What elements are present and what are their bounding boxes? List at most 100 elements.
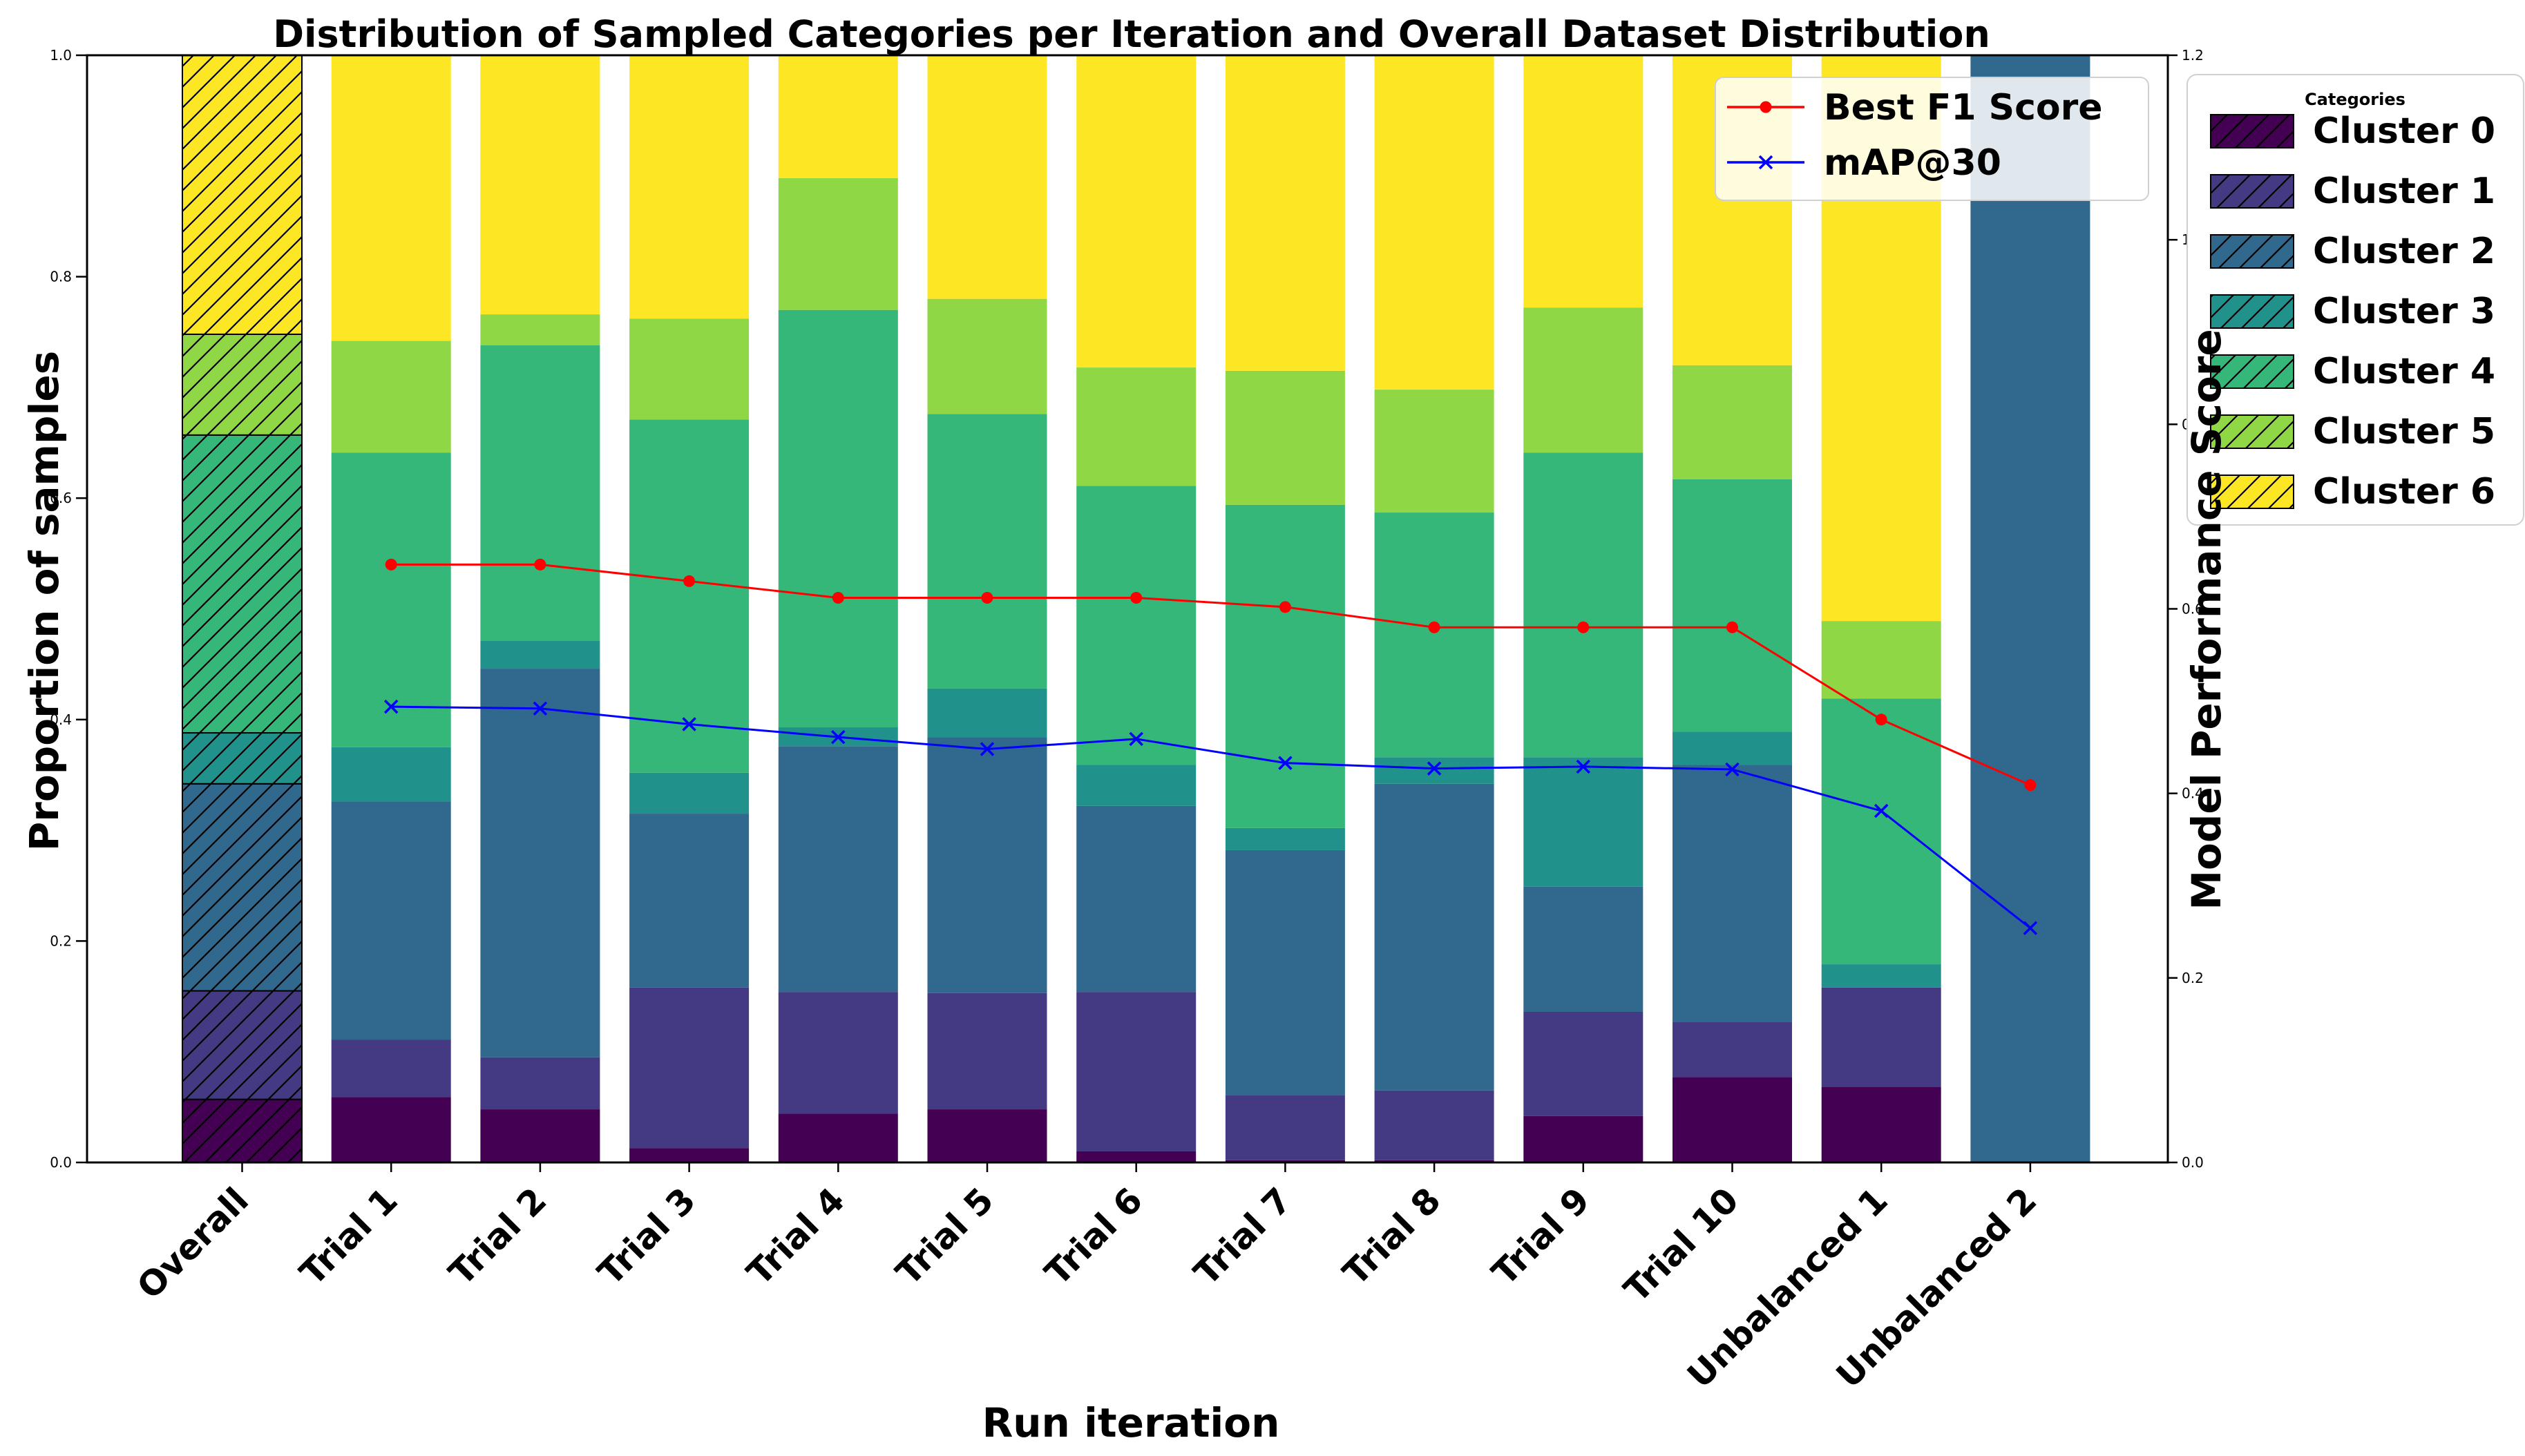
x-marker: [831, 729, 846, 745]
bar-segment-trial-1-cluster-3: [331, 747, 451, 802]
bar-segment-trial-9-cluster-4: [1523, 452, 1643, 758]
left-y-axis-label: Proportion of samples: [21, 350, 68, 852]
bar-segment-unbalanced-1-cluster-1: [1821, 987, 1941, 1087]
x-tick-label-trial-7: Trial 7: [1186, 1180, 1299, 1293]
bar-segment-trial-10-cluster-2: [1673, 765, 1792, 1022]
bar-segment-trial-7-cluster-1: [1225, 1095, 1345, 1160]
bar-overall: [182, 55, 303, 1164]
bar-segment-trial-5-cluster-0: [927, 1109, 1047, 1162]
bar-segment-trial-6-cluster-2: [1076, 805, 1197, 993]
x-marker: [2023, 921, 2038, 935]
circle-marker: [2024, 779, 2037, 792]
legend-swatch-hatch: [2210, 114, 2294, 149]
bar-trial-5: [927, 55, 1047, 1162]
legend-swatch-hatch: [2210, 174, 2294, 209]
bar-segment-trial-4-cluster-0: [778, 1113, 898, 1162]
bar-segment-trial-4-cluster-4: [778, 309, 898, 728]
bar-segment-trial-2-cluster-2: [480, 669, 600, 1057]
hatch-overlay: [182, 732, 303, 785]
bar-segment-trial-3-cluster-1: [629, 987, 750, 1149]
cluster-legend-label-6: Cluster 6: [2313, 471, 2495, 513]
circle-marker: [1875, 713, 1887, 726]
bar-segment-trial-2-cluster-6: [480, 55, 600, 315]
bar-trial-7: [1225, 55, 1345, 1162]
bar-segment-trial-2-cluster-4: [480, 345, 600, 641]
bar-segment-trial-3-cluster-5: [629, 318, 750, 420]
x-marker: [1874, 803, 1889, 818]
hatch-overlay: [182, 1098, 303, 1164]
left-axis-tick-label: 0.6: [50, 490, 72, 506]
x-marker: [980, 742, 995, 756]
x-marker: [682, 717, 696, 731]
bar-segment-trial-3-cluster-4: [629, 419, 750, 773]
bar-segment-trial-5-cluster-4: [927, 414, 1047, 689]
circle-marker: [832, 591, 844, 604]
hatch-overlay: [182, 783, 303, 992]
bar-segment-trial-3-cluster-0: [629, 1148, 750, 1162]
bar-segment-trial-6-cluster-3: [1076, 765, 1197, 806]
x-marker: [533, 701, 548, 716]
bar-segment-trial-6-cluster-6: [1076, 55, 1197, 368]
cluster-legend-label-5: Cluster 5: [2313, 411, 2495, 452]
bar-segment-trial-4-cluster-5: [778, 178, 898, 310]
x-tick-label-trial-10: Trial 10: [1617, 1180, 1746, 1310]
bar-segment-trial-1-cluster-5: [331, 341, 451, 453]
bar-trial-9: [1523, 55, 1643, 1162]
bar-segment-trial-3-cluster-3: [629, 772, 750, 814]
left-axis-tick-label: 0.0: [50, 1154, 72, 1171]
bar-segment-trial-8-cluster-0: [1374, 1160, 1494, 1162]
bar-segment-trial-4-cluster-6: [778, 55, 898, 178]
bar-segment-trial-9-cluster-0: [1523, 1115, 1643, 1162]
right-axis-tick-label: 0.0: [2182, 1154, 2204, 1171]
x-marker: [1576, 759, 1591, 774]
bar-segment-trial-5-cluster-6: [927, 55, 1047, 299]
x-tick-label-trial-2: Trial 2: [441, 1180, 555, 1293]
circle-marker: [534, 558, 546, 571]
bar-segment-trial-6-cluster-5: [1076, 367, 1197, 486]
bar-segment-trial-1-cluster-2: [331, 801, 451, 1040]
cluster-legend-label-3: Cluster 3: [2313, 291, 2495, 332]
cluster-legend-label-0: Cluster 0: [2313, 111, 2495, 152]
line-legend-label: mAP@30: [1824, 142, 2001, 184]
bar-segment-trial-2-cluster-3: [480, 640, 600, 669]
hatch-overlay: [182, 434, 303, 734]
bar-segment-trial-8-cluster-5: [1374, 390, 1494, 513]
circle-marker: [1577, 621, 1590, 633]
x-tick-label-overall: Overall: [129, 1180, 256, 1307]
right-axis-tick-label: 0.2: [2182, 970, 2204, 986]
bar-segment-trial-9-cluster-1: [1523, 1011, 1643, 1116]
bar-trial-8: [1374, 55, 1494, 1162]
bar-segment-trial-7-cluster-2: [1225, 850, 1345, 1095]
line-legend-label: Best F1 Score: [1824, 87, 2103, 128]
hatch-overlay: [182, 990, 303, 1100]
x-tick-label-trial-8: Trial 8: [1335, 1180, 1449, 1293]
legend-x-marker: [1758, 155, 1773, 170]
bar-segment-trial-1-cluster-0: [331, 1097, 451, 1162]
bar-segment-unbalanced-1-cluster-5: [1821, 621, 1941, 699]
circle-marker: [683, 575, 696, 587]
circle-marker: [1279, 601, 1291, 613]
bar-segment-trial-10-cluster-1: [1673, 1022, 1792, 1077]
bar-segment-trial-1-cluster-1: [331, 1040, 451, 1098]
x-tick-label-trial-6: Trial 6: [1037, 1180, 1150, 1293]
chart-title: Distribution of Sampled Categories per I…: [273, 12, 1990, 56]
circle-marker: [981, 591, 993, 604]
legend-swatch-hatch: [2210, 475, 2294, 509]
circle-marker: [1726, 621, 1738, 633]
bar-segment-trial-8-cluster-1: [1374, 1090, 1494, 1160]
x-marker: [383, 699, 399, 714]
bar-segment-trial-8-cluster-3: [1374, 757, 1494, 784]
bar-segment-trial-3-cluster-6: [629, 55, 750, 319]
bar-segment-trial-8-cluster-6: [1374, 55, 1494, 390]
cluster-legend: Categories Cluster 0 Cluster 1 Cluster 2 Clu…: [2186, 74, 2524, 526]
circle-marker: [385, 558, 397, 571]
bar-segment-trial-3-cluster-2: [629, 814, 750, 988]
bar-segment-trial-8-cluster-4: [1374, 513, 1494, 758]
bar-segment-trial-10-cluster-0: [1673, 1077, 1792, 1162]
bar-segment-trial-4-cluster-2: [778, 746, 898, 993]
x-marker: [1427, 761, 1442, 776]
bar-segment-trial-7-cluster-4: [1225, 504, 1345, 828]
bar-segment-trial-6-cluster-1: [1076, 992, 1197, 1151]
x-axis-label: Run iteration: [982, 1399, 1280, 1446]
